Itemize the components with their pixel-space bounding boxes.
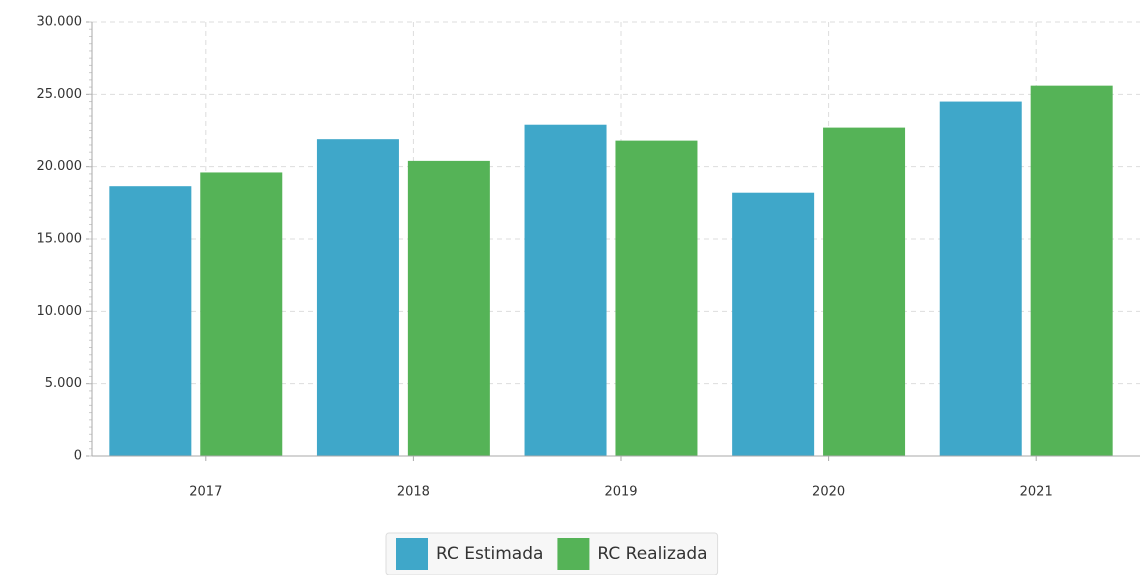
bar xyxy=(407,160,490,456)
bar xyxy=(316,139,399,456)
y-tick-label: 30.000 xyxy=(37,15,83,30)
legend-swatch xyxy=(396,538,428,570)
legend: RC Estimada RC Realizada xyxy=(385,532,719,575)
y-tick-label: 15.000 xyxy=(37,232,83,247)
bar xyxy=(109,186,192,457)
y-tick-label: 0 xyxy=(74,449,82,464)
x-tick-label: 2020 xyxy=(812,485,845,500)
y-tick-label: 20.000 xyxy=(37,159,83,174)
bar xyxy=(939,101,1022,457)
x-tick-label: 2019 xyxy=(604,485,637,500)
bar xyxy=(732,192,815,456)
x-tick-label: 2018 xyxy=(397,485,430,500)
x-tick-label: 2017 xyxy=(189,485,222,500)
bar xyxy=(200,172,283,456)
legend-box xyxy=(385,532,719,575)
bar xyxy=(524,124,607,457)
legend-label: RC Estimada xyxy=(436,544,543,564)
y-tick-label: 5.000 xyxy=(45,376,82,391)
legend-label: RC Realizada xyxy=(597,544,707,564)
y-tick-label: 25.000 xyxy=(37,87,83,102)
y-tick-label: 10.000 xyxy=(37,304,83,319)
bar xyxy=(615,140,698,457)
legend-swatch xyxy=(557,538,590,570)
bar xyxy=(1030,85,1113,457)
x-tick-label: 2021 xyxy=(1020,485,1053,500)
bar xyxy=(823,127,906,457)
